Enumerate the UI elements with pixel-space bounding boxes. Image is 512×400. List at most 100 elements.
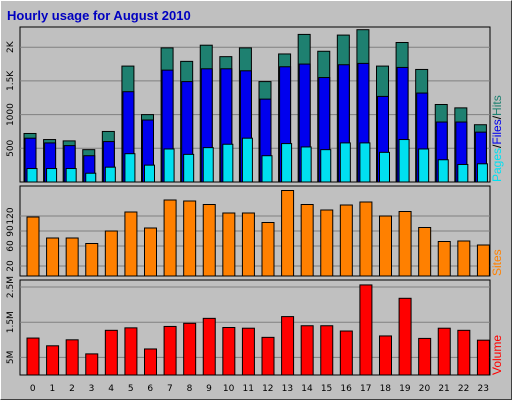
usage-ytick-label: 2K (6, 40, 16, 53)
pages-bar (418, 148, 430, 183)
sites-bar (398, 211, 412, 277)
usage-ytick-label: 500 (6, 139, 16, 156)
volume-panel (19, 279, 491, 376)
slash-1: / (490, 144, 504, 148)
sites-bar (339, 204, 353, 277)
slash-2: / (490, 115, 504, 119)
pages-bar (124, 153, 136, 183)
volume-bar (457, 329, 471, 376)
hour-label: 0 (30, 384, 36, 394)
usage-panel (19, 26, 491, 183)
pages-bar (379, 151, 390, 183)
sites-bar (124, 211, 138, 277)
sites-bar (437, 241, 451, 277)
hour-label: 3 (89, 384, 95, 394)
volume-bar (379, 335, 392, 376)
hits-label: Hits (490, 95, 504, 116)
sites-bar (476, 244, 490, 277)
hour-label: 2 (69, 384, 75, 394)
hour-label: 21 (438, 384, 449, 394)
pages-bar (202, 147, 214, 183)
hour-label: 6 (147, 384, 153, 394)
volume-bar (339, 330, 353, 376)
volume-bar (46, 345, 60, 376)
sites-bar (241, 212, 255, 277)
pages-bar (457, 163, 469, 183)
volume-bar (320, 325, 334, 376)
pages-bar (144, 164, 155, 183)
pages-bar (26, 168, 38, 183)
sites-bar (163, 199, 177, 277)
pages-bar (241, 137, 253, 183)
sites-bar (320, 209, 334, 277)
volume-bar (85, 353, 99, 376)
hour-label: 12 (262, 384, 273, 394)
sites-bar (104, 230, 118, 277)
pages-label: Pages (490, 148, 504, 182)
volume-bar (476, 339, 490, 376)
pages-bar (222, 143, 234, 183)
pages-bar (398, 139, 410, 183)
volume-bar (183, 322, 197, 376)
pages-bar (281, 143, 293, 183)
hour-label: 15 (321, 384, 332, 394)
hour-label: 14 (301, 384, 313, 394)
sites-ytick-label: 90 (6, 225, 16, 237)
volume-bar (222, 327, 236, 376)
volume-bar (163, 325, 177, 376)
usage-ytick-label: 1.5K (6, 70, 16, 91)
sites-bar (359, 201, 373, 277)
pages-bar (437, 159, 449, 183)
hour-label: 18 (380, 384, 392, 394)
volume-bar (418, 337, 432, 376)
pages-bar (261, 155, 273, 183)
hour-label: 16 (340, 384, 352, 394)
sites-ytick-label: 60 (6, 240, 16, 252)
sites-bar (418, 227, 432, 277)
hour-label: 22 (458, 384, 469, 394)
sites-bar (222, 212, 236, 277)
pages-bar (183, 153, 195, 183)
hour-label: 11 (242, 384, 253, 394)
sites-bar (457, 240, 471, 277)
volume-bar (144, 348, 157, 376)
pages-bar (65, 168, 77, 183)
pages-bar (300, 146, 312, 183)
usage-ytick-label: 1000 (6, 103, 16, 126)
pages-bar (85, 172, 97, 183)
hour-label: 8 (187, 384, 193, 394)
chart-title: Hourly usage for August 2010 (7, 8, 191, 23)
volume-bar (437, 327, 451, 376)
pages-bar (339, 142, 351, 183)
hour-label: 20 (419, 384, 431, 394)
hour-label: 4 (108, 384, 114, 394)
pages-bar (359, 142, 371, 183)
hour-label: 23 (477, 384, 488, 394)
sites-bar (300, 204, 314, 277)
sites-bar (261, 222, 275, 277)
sites-bar (46, 237, 60, 277)
hour-label: 1 (50, 384, 56, 394)
pages-bar (163, 148, 175, 183)
pages-files-hits-label: Pages/Files/Hits (490, 95, 504, 182)
volume-bar (241, 327, 255, 376)
pages-bar (320, 149, 332, 183)
volume-bar (281, 316, 295, 376)
volume-bar (124, 327, 138, 376)
hour-label: 5 (128, 384, 134, 394)
hour-label: 17 (360, 384, 371, 394)
sites-ytick-label: 120 (6, 207, 16, 224)
pages-bar (104, 166, 116, 183)
hour-label: 7 (167, 384, 173, 394)
volume-label: Volume (490, 335, 504, 375)
volume-bar (202, 317, 216, 376)
volume-bar (261, 336, 275, 376)
volume-bar (104, 329, 118, 376)
files-label: Files (490, 119, 504, 144)
hour-label: 19 (399, 384, 411, 394)
pages-bar (476, 163, 488, 183)
volume-bar (65, 339, 79, 376)
volume-ytick-label: 2.5M (6, 276, 16, 298)
pages-bar (46, 168, 58, 183)
